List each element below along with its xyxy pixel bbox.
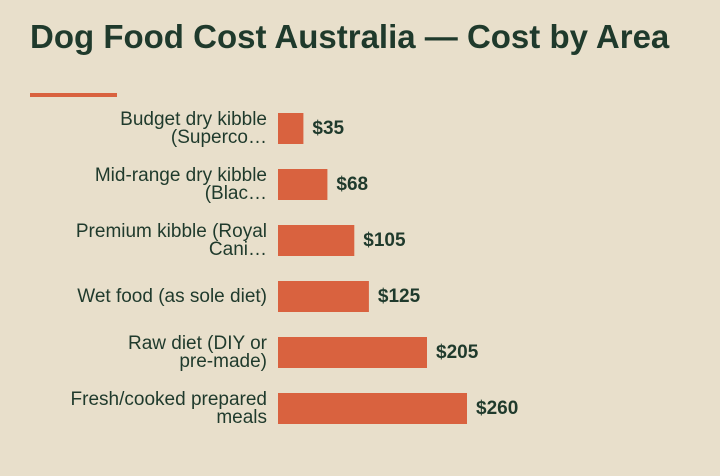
category-label: Budget dry kibble <box>120 109 267 130</box>
value-label: $68 <box>336 174 368 195</box>
bar <box>278 225 355 256</box>
bar-row: Wet food (as sole diet) $125 <box>77 281 421 312</box>
value-label: $35 <box>312 118 344 139</box>
category-label: (Blac… <box>205 183 267 204</box>
title-underline <box>30 93 117 97</box>
bar <box>278 337 427 368</box>
value-label: $105 <box>363 230 406 251</box>
value-label: $205 <box>436 342 479 363</box>
category-label: Mid-range dry kibble <box>95 165 267 186</box>
value-label: $260 <box>476 398 518 419</box>
bar-row: Budget dry kibble(Superco… $35 <box>120 109 344 148</box>
bar <box>278 113 304 144</box>
bar <box>278 169 328 200</box>
bar <box>278 281 369 312</box>
value-label: $125 <box>378 286 421 307</box>
category-label: meals <box>216 407 267 428</box>
category-label: Fresh/cooked prepared <box>71 389 267 410</box>
bar-row: Mid-range dry kibble(Blac… $68 <box>95 165 368 204</box>
bar <box>278 393 467 424</box>
category-label: Cani… <box>209 239 267 260</box>
category-label: Premium kibble (Royal <box>76 221 267 242</box>
chart-title: Dog Food Cost Australia — Cost by Area <box>30 18 670 55</box>
category-label: Wet food (as sole diet) <box>77 286 267 307</box>
category-label: pre-made) <box>179 351 267 372</box>
category-label: (Superco… <box>171 127 267 148</box>
category-label: Raw diet (DIY or <box>128 333 268 354</box>
